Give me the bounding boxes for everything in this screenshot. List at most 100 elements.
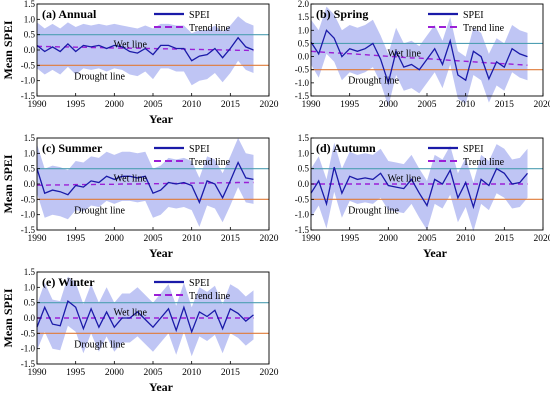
- x-tick-label: 1995: [340, 100, 359, 110]
- x-tick-label: 2005: [144, 368, 163, 378]
- spei-series: [310, 166, 528, 210]
- x-tick-label: 2000: [379, 100, 398, 110]
- legend-trend-label: Trend line: [189, 23, 231, 34]
- y-tick-label: 0.5: [24, 298, 36, 308]
- wet-line-label: Wet line: [114, 40, 148, 51]
- panel-2: 1990 1995 2000 2005 2010 2015 2020 -1.5 -1.0 -0.5…: [295, 0, 550, 110]
- y-tick-label: 1.5: [24, 0, 36, 9]
- panel-title: (b) Spring: [316, 7, 368, 21]
- y-tick-label: -1.0: [21, 76, 36, 86]
- drought-line-label: Drought line: [348, 205, 399, 216]
- panel-title: (d) Autumn: [316, 141, 376, 155]
- uncertainty-band: [311, 142, 528, 232]
- y-tick-label: -0.5: [295, 65, 310, 75]
- y-tick-label: 0.0: [24, 179, 36, 189]
- uncertainty-band: [37, 276, 254, 357]
- wet-line-label: Wet line: [114, 308, 148, 319]
- y-tick-label: 1.0: [24, 282, 36, 292]
- panel-title: (c) Summer: [42, 141, 103, 155]
- x-tick-label: 2015: [495, 100, 514, 110]
- drought-line-label: Drought line: [74, 71, 125, 82]
- y-tick-label: 0.0: [298, 179, 310, 189]
- y-tick-label: -1.5: [21, 225, 36, 235]
- x-tick-label: 2010: [182, 368, 201, 378]
- y-tick-label: -1.0: [21, 344, 36, 354]
- y-tick-label: 1.5: [24, 133, 36, 143]
- legend-spei-label: SPEI: [189, 10, 210, 21]
- y-tick-label: -1.0: [295, 78, 310, 88]
- y-tick-label: 0.5: [24, 30, 36, 40]
- x-tick-label: 2000: [105, 234, 124, 244]
- x-tick-label: 1990: [28, 368, 47, 378]
- y-axis-label: Mean SPEI: [1, 288, 15, 347]
- x-tick-label: 2005: [144, 100, 163, 110]
- spei-series: [36, 300, 254, 334]
- x-tick-label: 2000: [105, 100, 124, 110]
- x-tick-label: 1990: [28, 234, 47, 244]
- x-tick-label: 2000: [379, 234, 398, 244]
- trend-line-series: [37, 181, 254, 186]
- y-tick-label: 0.0: [24, 45, 36, 55]
- y-tick-label: 0.5: [298, 38, 310, 48]
- y-tick-label: 1.5: [298, 133, 310, 143]
- wet-line-label: Wet line: [114, 174, 148, 185]
- x-tick-label: 2020: [260, 100, 279, 110]
- x-tick-label: 1990: [302, 100, 321, 110]
- y-tick-label: -0.5: [21, 328, 36, 338]
- spei-series: [310, 29, 528, 86]
- legend-trend-label: Trend line: [463, 23, 505, 34]
- legend-spei-label: SPEI: [463, 10, 484, 21]
- wet-line-label: Wet line: [388, 174, 422, 185]
- x-tick-label: 2005: [418, 234, 437, 244]
- x-axis-label: Year: [423, 246, 448, 260]
- y-tick-label: -1.0: [21, 210, 36, 220]
- x-tick-label: 2020: [534, 234, 550, 244]
- x-tick-label: 1995: [66, 100, 85, 110]
- y-tick-label: -0.5: [21, 60, 36, 70]
- y-tick-label: -0.5: [295, 194, 310, 204]
- x-tick-label: 2000: [105, 368, 124, 378]
- panel-title: (a) Annual: [42, 7, 97, 21]
- y-tick-label: 1.5: [298, 12, 310, 22]
- drought-line-label: Drought line: [348, 76, 399, 87]
- drought-line-label: Drought line: [74, 205, 125, 216]
- panel-3: 1990 1995 2000 2005 2010 2015 2020 -1.5 -1.0 -0.5…: [1, 133, 279, 260]
- legend-spei-label: SPEI: [189, 144, 210, 155]
- x-axis-label: Year: [149, 112, 174, 126]
- y-tick-label: 0.5: [24, 164, 36, 174]
- y-tick-label: 1.0: [298, 148, 310, 158]
- panel-4: 1990 1995 2000 2005 2010 2015 2020 -1.5 -1.0 -0.5…: [295, 133, 550, 260]
- spei-series: [36, 160, 254, 205]
- x-tick-label: 2015: [221, 234, 240, 244]
- x-tick-label: 1990: [302, 234, 321, 244]
- y-tick-label: 0.5: [298, 164, 310, 174]
- panel-1: 1990 1995 2000 2005 2010 2015 2020 -1.5 -1.0 -0.5…: [1, 0, 279, 126]
- x-tick-label: 2005: [418, 100, 437, 110]
- x-axis-label: Year: [149, 246, 174, 260]
- x-tick-label: 2020: [260, 368, 279, 378]
- uncertainty-band: [37, 16, 254, 86]
- x-tick-label: 2020: [260, 234, 279, 244]
- y-tick-label: -1.5: [295, 91, 310, 101]
- x-tick-label: 2005: [144, 234, 163, 244]
- x-tick-label: 2010: [182, 234, 201, 244]
- y-tick-label: -1.5: [21, 91, 36, 101]
- uncertainty-band: [311, 6, 528, 107]
- x-tick-label: 2015: [221, 368, 240, 378]
- y-tick-label: -1.5: [295, 225, 310, 235]
- y-tick-label: 0.0: [298, 52, 310, 62]
- panel-title: (e) Winter: [42, 275, 95, 289]
- legend-trend-label: Trend line: [189, 291, 231, 302]
- y-tick-label: -1.5: [21, 359, 36, 369]
- y-tick-label: 0.0: [24, 313, 36, 323]
- y-tick-label: -1.0: [295, 210, 310, 220]
- x-tick-label: 1995: [66, 234, 85, 244]
- x-tick-label: 2010: [182, 100, 201, 110]
- y-axis-label: Mean SPEI: [1, 20, 15, 79]
- x-axis-label: Year: [149, 380, 174, 394]
- x-tick-label: 1995: [340, 234, 359, 244]
- legend-spei-label: SPEI: [463, 144, 484, 155]
- drought-line-label: Drought line: [74, 339, 125, 350]
- legend-trend-label: Trend line: [189, 157, 231, 168]
